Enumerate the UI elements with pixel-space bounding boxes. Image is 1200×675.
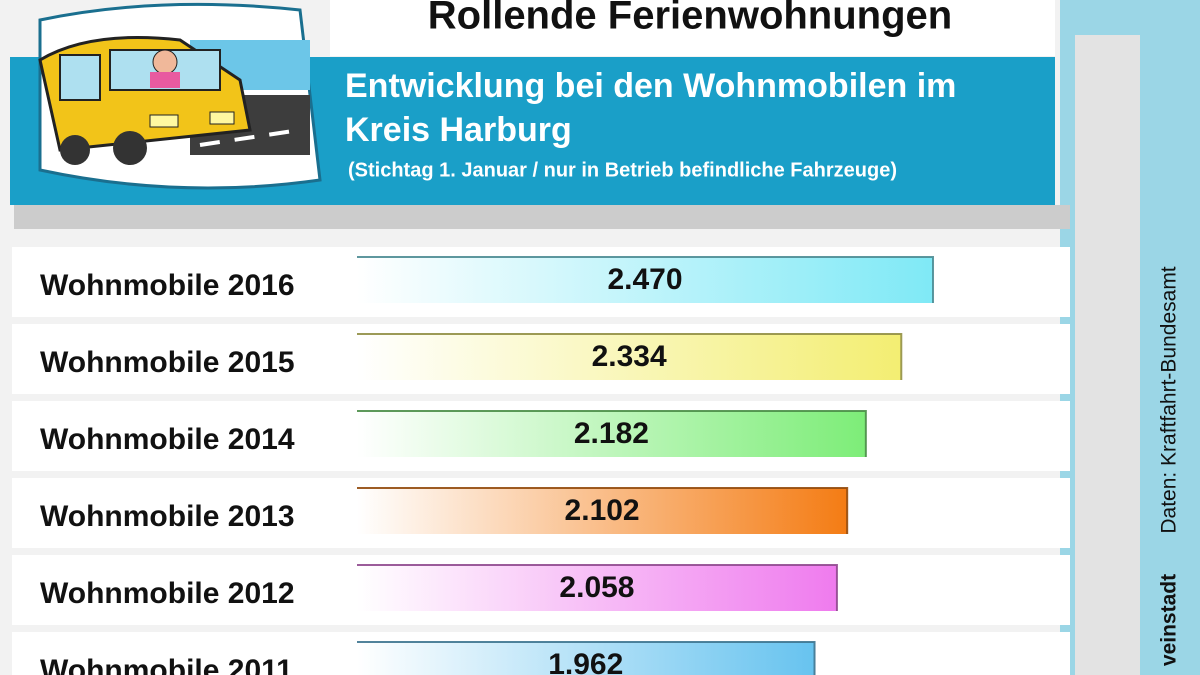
bar-edge [357,256,935,303]
value-label: 1.962 [548,648,623,675]
credit: veinstadt [1158,574,1181,666]
bar [357,411,866,457]
bar-edge [357,487,849,534]
title-box [330,0,1055,56]
clipart-bus [38,2,322,190]
header-shadow [14,205,1070,229]
source: Daten: Kraftfahrt-Bundesamt [1158,266,1181,533]
bar-edge [357,641,816,675]
value-label: 2.102 [565,494,640,527]
category-label: Wohnmobile 2011 [40,654,293,675]
bar [357,334,902,380]
category-label: Wohnmobile 2012 [40,577,295,610]
bar-edge [357,410,867,457]
value-label: 2.058 [559,571,634,604]
side-panel [1075,35,1140,675]
bar-edge [357,564,838,611]
subtitle-box: Entwicklung bei den Wohnmobilen im Kreis… [345,67,957,149]
subtitle: Entwicklung bei den Wohnmobilen im Kreis… [345,67,957,149]
category-label: Wohnmobile 2015 [40,346,295,379]
bar [357,642,815,675]
category-label: Wohnmobile 2014 [40,423,295,456]
value-label: 2.334 [592,340,667,373]
value-label: 2.182 [574,417,649,450]
chart-title: Rollende Ferienwohnungen [428,0,952,38]
category-label: Wohnmobile 2016 [40,269,295,302]
category-label: Wohnmobile 2013 [40,500,295,533]
bar [357,257,934,303]
bar-edge [357,333,903,380]
bar [357,565,837,611]
value-label: 2.470 [607,263,682,296]
note: (Stichtag 1. Januar / nur in Betrieb bef… [348,159,897,181]
bar [357,488,848,534]
